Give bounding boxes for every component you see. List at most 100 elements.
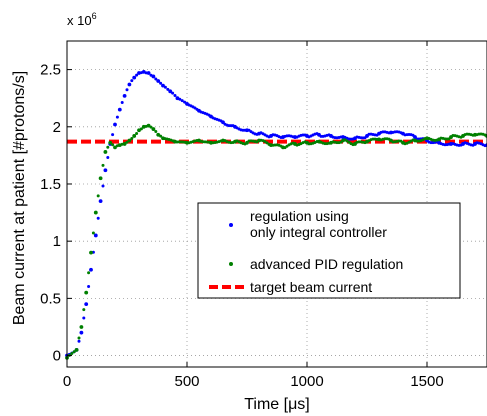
data-point-interp	[135, 132, 139, 136]
data-point-interp	[120, 101, 124, 105]
data-point-interp	[149, 125, 153, 129]
legend-marker-integral	[229, 223, 233, 227]
data-point-interp	[106, 145, 110, 149]
data-point-interp	[96, 194, 100, 198]
data-point-interp	[87, 271, 91, 275]
data-point	[146, 123, 151, 128]
data-point	[74, 347, 79, 352]
legend-label-integral: regulation using only integral controlle…	[250, 208, 387, 240]
data-point	[89, 267, 93, 272]
data-point	[103, 168, 108, 173]
data-point	[146, 71, 151, 75]
x-tick-label: 500	[174, 373, 199, 390]
legend-marker-pid	[229, 262, 233, 266]
legend-label-integral-line1: regulation using	[250, 208, 349, 224]
y-axis-multiplier: x 106	[67, 11, 97, 28]
data-point-interp	[166, 87, 170, 91]
x-axis-label: Time [μs]	[244, 396, 310, 413]
y-axis-label: Beam current at patient [#protons/s]	[11, 71, 28, 325]
data-point-interp	[96, 216, 100, 220]
data-point	[132, 134, 137, 138]
data-point-interp	[91, 231, 95, 235]
y-tick-label: 1	[53, 233, 61, 250]
legend-label-integral-line2: only integral controller	[250, 224, 387, 240]
data-point	[156, 79, 161, 83]
y-tick-label: 0.5	[40, 290, 61, 307]
data-point	[108, 140, 113, 145]
data-point	[113, 122, 117, 127]
data-point-interp	[101, 163, 105, 167]
data-point-interp	[159, 134, 163, 138]
legend-label-pid: advanced PID regulation	[250, 256, 403, 272]
series-advanced-pid	[65, 123, 487, 360]
data-point-interp	[125, 88, 129, 92]
data-point-interp	[101, 184, 105, 188]
legend-box	[197, 202, 461, 299]
data-point	[79, 325, 84, 329]
data-point	[151, 127, 156, 131]
data-series	[65, 69, 487, 360]
data-point-interp	[178, 97, 182, 101]
data-point-interp	[115, 115, 119, 119]
data-point-interp	[159, 81, 163, 85]
data-point	[127, 138, 132, 143]
data-point-interp	[70, 352, 74, 356]
data-point-interp	[171, 91, 175, 95]
data-point-interp	[173, 94, 177, 98]
data-point	[127, 82, 132, 87]
y-multiplier-exponent: 6	[92, 11, 97, 21]
data-point-interp	[180, 99, 184, 103]
data-point	[93, 210, 98, 215]
series-integral-controller	[65, 69, 487, 358]
data-point	[132, 75, 137, 80]
data-point-interp	[135, 73, 139, 77]
y-tick-label: 2.5	[40, 62, 61, 79]
data-point	[137, 71, 141, 75]
data-point	[93, 233, 98, 238]
legend-label-target: target beam current	[250, 279, 372, 295]
data-point	[89, 250, 93, 255]
data-point-interp	[125, 140, 129, 144]
data-point	[103, 150, 108, 154]
data-point	[137, 128, 141, 133]
data-point	[79, 330, 84, 335]
data-point	[98, 199, 103, 204]
data-point	[168, 89, 173, 94]
data-point-interp	[130, 79, 134, 83]
y-tick-label: 2	[53, 119, 61, 136]
legend: regulation using only integral controlle…	[197, 202, 461, 299]
data-point-interp	[111, 133, 115, 137]
data-point	[122, 94, 127, 98]
data-point	[84, 302, 89, 306]
data-point-interp	[82, 308, 86, 312]
data-point-interp	[154, 130, 158, 134]
data-point-interp	[183, 100, 187, 104]
data-point-interp	[163, 85, 167, 89]
data-point-interp	[77, 336, 81, 340]
data-point	[122, 142, 127, 146]
plot-frame	[66, 40, 487, 368]
y-tick-label: 1.5	[40, 176, 61, 193]
data-point-interp	[154, 77, 158, 81]
data-point	[141, 124, 146, 129]
data-point-interp	[139, 127, 143, 131]
data-point-interp	[111, 143, 115, 147]
x-tick-label: 1500	[410, 373, 443, 390]
y-tick-label: 0	[53, 348, 61, 365]
data-point-interp	[130, 137, 134, 141]
data-point	[84, 290, 89, 295]
data-point	[98, 176, 103, 181]
y-multiplier-base: x 10	[67, 13, 92, 28]
data-point	[161, 83, 165, 88]
data-point-interp	[82, 316, 86, 320]
x-tick-label: 0	[63, 373, 71, 390]
axis-ticks: 0 500 1000 1500 0 0.5 1 1.5 2 2.5	[40, 41, 444, 390]
data-point-interp	[77, 339, 81, 343]
data-point-interp	[72, 350, 76, 354]
x-tick-label: 1000	[290, 373, 323, 390]
data-point-interp	[106, 156, 110, 160]
data-point	[151, 74, 156, 79]
data-point-interp	[87, 284, 91, 288]
data-point	[117, 107, 122, 112]
